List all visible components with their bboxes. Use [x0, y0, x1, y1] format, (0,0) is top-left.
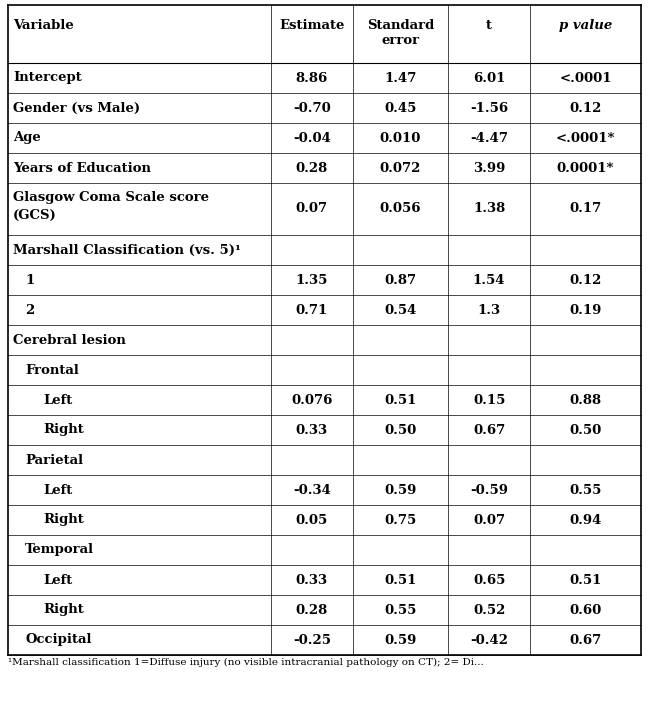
Text: t: t	[486, 19, 492, 32]
Text: 0.55: 0.55	[569, 484, 602, 496]
Text: 0.33: 0.33	[296, 573, 328, 587]
Text: Gender (vs Male): Gender (vs Male)	[13, 102, 140, 114]
Text: 0.28: 0.28	[296, 604, 328, 616]
Text: 6.01: 6.01	[473, 71, 506, 85]
Text: -0.59: -0.59	[470, 484, 508, 496]
Text: 3.99: 3.99	[473, 162, 506, 174]
Text: Left: Left	[43, 393, 72, 407]
Text: 0.07: 0.07	[473, 513, 505, 527]
Text: Age: Age	[13, 131, 41, 145]
Text: -0.25: -0.25	[293, 633, 331, 647]
Text: 0.056: 0.056	[380, 203, 421, 215]
Text: 0.15: 0.15	[473, 393, 506, 407]
Text: Glasgow Coma Scale score: Glasgow Coma Scale score	[13, 191, 209, 204]
Text: 2: 2	[25, 304, 34, 316]
Text: 0.51: 0.51	[569, 573, 602, 587]
Text: 1.35: 1.35	[296, 273, 328, 287]
Text: -1.56: -1.56	[470, 102, 508, 114]
Text: Right: Right	[43, 424, 84, 436]
Text: -0.70: -0.70	[293, 102, 331, 114]
Text: 0.17: 0.17	[569, 203, 602, 215]
Text: Temporal: Temporal	[25, 544, 94, 556]
Text: 1.38: 1.38	[473, 203, 505, 215]
Text: 8.86: 8.86	[296, 71, 328, 85]
Text: 0.0001*: 0.0001*	[557, 162, 615, 174]
Text: 0.010: 0.010	[380, 131, 421, 145]
Text: 0.12: 0.12	[569, 102, 602, 114]
Text: 0.75: 0.75	[384, 513, 417, 527]
Text: 0.076: 0.076	[291, 393, 332, 407]
Text: <.0001: <.0001	[559, 71, 612, 85]
Text: 0.07: 0.07	[296, 203, 328, 215]
Text: Variable: Variable	[13, 19, 74, 32]
Text: Parietal: Parietal	[25, 453, 83, 467]
Text: 0.50: 0.50	[384, 424, 417, 436]
Text: Left: Left	[43, 484, 72, 496]
Text: 1: 1	[25, 273, 34, 287]
Text: -4.47: -4.47	[470, 131, 508, 145]
Text: 0.33: 0.33	[296, 424, 328, 436]
Text: Occipital: Occipital	[25, 633, 92, 647]
Text: Marshall Classification (vs. 5)¹: Marshall Classification (vs. 5)¹	[13, 244, 241, 256]
Text: 0.50: 0.50	[569, 424, 602, 436]
Text: 0.05: 0.05	[296, 513, 328, 527]
Text: 0.19: 0.19	[569, 304, 602, 316]
Text: ¹Marshall classification 1=Diffuse injury (no visible intracranial pathology on : ¹Marshall classification 1=Diffuse injur…	[8, 658, 484, 667]
Text: Left: Left	[43, 573, 72, 587]
Text: 1.54: 1.54	[473, 273, 506, 287]
Text: 0.28: 0.28	[296, 162, 328, 174]
Text: 0.45: 0.45	[384, 102, 417, 114]
Text: Cerebral lesion: Cerebral lesion	[13, 333, 126, 347]
Text: -0.34: -0.34	[293, 484, 331, 496]
Text: 0.67: 0.67	[473, 424, 505, 436]
Text: 0.51: 0.51	[384, 573, 417, 587]
Text: (GCS): (GCS)	[13, 209, 56, 222]
Text: p value: p value	[559, 19, 612, 32]
Text: 0.12: 0.12	[569, 273, 602, 287]
Text: 0.67: 0.67	[569, 633, 602, 647]
Text: 0.55: 0.55	[384, 604, 417, 616]
Text: -0.04: -0.04	[293, 131, 331, 145]
Text: error: error	[382, 35, 419, 47]
Text: 0.59: 0.59	[384, 484, 417, 496]
Text: 0.60: 0.60	[569, 604, 602, 616]
Text: 0.54: 0.54	[384, 304, 417, 316]
Text: 0.88: 0.88	[570, 393, 602, 407]
Text: <.0001*: <.0001*	[556, 131, 615, 145]
Text: 0.51: 0.51	[384, 393, 417, 407]
Text: Right: Right	[43, 513, 84, 527]
Text: 0.072: 0.072	[380, 162, 421, 174]
Text: 0.71: 0.71	[296, 304, 328, 316]
Text: 0.59: 0.59	[384, 633, 417, 647]
Text: Right: Right	[43, 604, 84, 616]
Text: 0.87: 0.87	[384, 273, 417, 287]
Text: Frontal: Frontal	[25, 364, 79, 376]
Text: 1.3: 1.3	[478, 304, 500, 316]
Text: -0.42: -0.42	[470, 633, 508, 647]
Text: Estimate: Estimate	[279, 19, 345, 32]
Text: 0.52: 0.52	[473, 604, 506, 616]
Text: Intercept: Intercept	[13, 71, 82, 85]
Text: Standard: Standard	[367, 19, 434, 32]
Text: 1.47: 1.47	[384, 71, 417, 85]
Text: 0.65: 0.65	[473, 573, 506, 587]
Text: 0.94: 0.94	[569, 513, 602, 527]
Text: Years of Education: Years of Education	[13, 162, 151, 174]
